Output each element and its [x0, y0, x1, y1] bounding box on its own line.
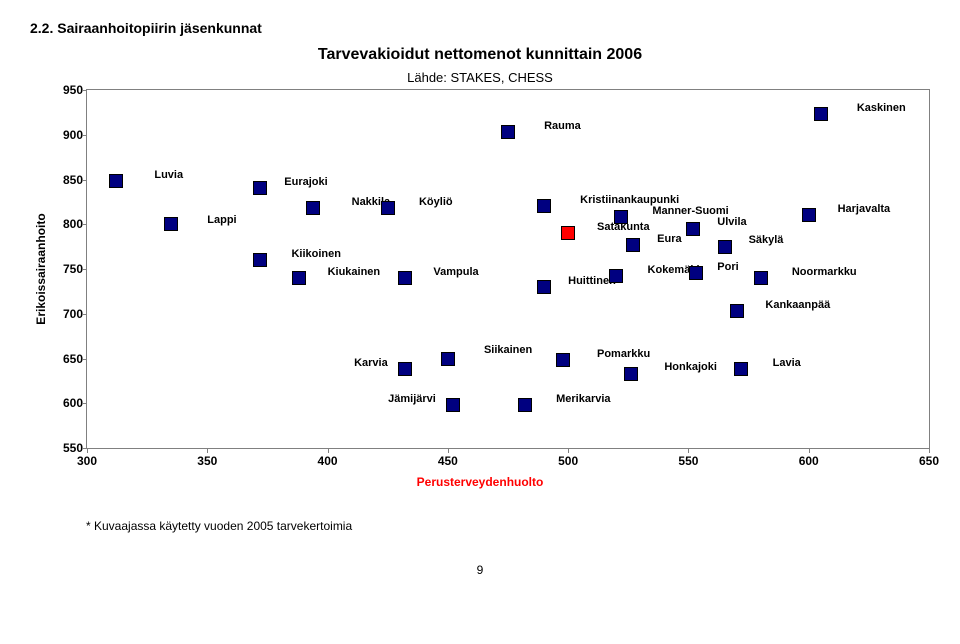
data-point-label: Noormarkku — [792, 266, 857, 278]
data-point — [446, 398, 460, 412]
data-point — [626, 238, 640, 252]
data-point — [730, 304, 744, 318]
data-point — [253, 181, 267, 195]
y-tick-label: 850 — [43, 173, 83, 187]
data-point — [164, 217, 178, 231]
y-tick-label: 650 — [43, 352, 83, 366]
data-point-label: Lappi — [207, 214, 236, 226]
x-tick-mark — [688, 448, 689, 453]
data-point-label: Pomarkku — [597, 348, 650, 360]
y-tick-label: 700 — [43, 307, 83, 321]
x-tick-label: 650 — [919, 454, 939, 468]
chart-subtitle: Lähde: STAKES, CHESS — [30, 70, 930, 85]
x-tick-mark — [809, 448, 810, 453]
data-point-label: Luvia — [154, 169, 183, 181]
data-point-label: Säkylä — [749, 234, 784, 246]
y-tick-mark — [82, 90, 87, 91]
data-point — [292, 271, 306, 285]
data-point — [537, 280, 551, 294]
x-tick-label: 350 — [197, 454, 217, 468]
data-point — [689, 266, 703, 280]
data-point — [814, 107, 828, 121]
x-tick-mark — [929, 448, 930, 453]
data-point-label: Eurajoki — [284, 176, 327, 188]
y-tick-mark — [82, 180, 87, 181]
data-point-label: Kaskinen — [857, 102, 906, 114]
data-point-label: Karvia — [354, 357, 388, 369]
data-point-label: Rauma — [544, 120, 581, 132]
data-point — [518, 398, 532, 412]
x-tick-label: 550 — [678, 454, 698, 468]
data-point — [561, 226, 575, 240]
x-tick-mark — [448, 448, 449, 453]
section-heading: 2.2. Sairaanhoitopiirin jäsenkunnat — [30, 20, 930, 36]
data-point-label: Pori — [717, 261, 738, 273]
data-point-label: Köyliö — [419, 196, 453, 208]
data-point — [441, 352, 455, 366]
data-point-label: Jämijärvi — [388, 393, 436, 405]
data-point — [556, 353, 570, 367]
data-point — [537, 199, 551, 213]
y-tick-mark — [82, 135, 87, 136]
x-tick-mark — [207, 448, 208, 453]
data-point — [718, 240, 732, 254]
x-tick-mark — [328, 448, 329, 453]
chart-wrapper: Erikoissairaanhoito LuviaLappiEurajokiNa… — [30, 89, 930, 489]
x-tick-label: 600 — [799, 454, 819, 468]
data-point — [109, 174, 123, 188]
data-point-label: Vampula — [433, 266, 478, 278]
data-point-label: Honkajoki — [664, 361, 717, 373]
x-tick-label: 300 — [77, 454, 97, 468]
data-point — [253, 253, 267, 267]
data-point — [734, 362, 748, 376]
plot-region: LuviaLappiEurajokiNakkilaKiikoinenKiukai… — [87, 90, 929, 448]
y-tick-label: 800 — [43, 217, 83, 231]
data-point-label: Lavia — [773, 357, 801, 369]
chart-title: Tarvevakioidut nettomenot kunnittain 200… — [30, 46, 930, 64]
data-point — [614, 210, 628, 224]
x-tick-mark — [568, 448, 569, 453]
data-point — [624, 367, 638, 381]
data-point — [686, 222, 700, 236]
data-point-label: Siikainen — [484, 344, 532, 356]
data-point — [501, 125, 515, 139]
y-tick-label: 750 — [43, 262, 83, 276]
x-tick-label: 500 — [558, 454, 578, 468]
x-tick-label: 400 — [318, 454, 338, 468]
y-tick-label: 600 — [43, 396, 83, 410]
data-point — [609, 269, 623, 283]
data-point-label: Merikarvia — [556, 393, 610, 405]
y-tick-mark — [82, 269, 87, 270]
footnote: * Kuvaajassa käytetty vuoden 2005 tarvek… — [86, 519, 930, 533]
data-point-label: Ulvila — [717, 216, 746, 228]
data-point-label: Kiukainen — [328, 266, 381, 278]
y-tick-mark — [82, 359, 87, 360]
chart-area: Erikoissairaanhoito LuviaLappiEurajokiNa… — [86, 89, 930, 449]
data-point-label: Eura — [657, 233, 681, 245]
x-tick-mark — [87, 448, 88, 453]
y-tick-mark — [82, 314, 87, 315]
data-point — [398, 271, 412, 285]
data-point-label: Kiikoinen — [291, 248, 341, 260]
data-point — [398, 362, 412, 376]
y-tick-label: 950 — [43, 83, 83, 97]
data-point — [802, 208, 816, 222]
page-number: 9 — [30, 563, 930, 577]
x-axis-label: Perusterveydenhuolto — [30, 475, 930, 489]
data-point — [306, 201, 320, 215]
data-point-label: Manner-Suomi — [652, 205, 728, 217]
data-point — [754, 271, 768, 285]
data-point-label: Kankaanpää — [765, 299, 830, 311]
y-tick-mark — [82, 224, 87, 225]
y-tick-label: 550 — [43, 441, 83, 455]
y-tick-mark — [82, 403, 87, 404]
data-point-label: Harjavalta — [838, 203, 891, 215]
x-tick-label: 450 — [438, 454, 458, 468]
data-point — [381, 201, 395, 215]
y-tick-label: 900 — [43, 128, 83, 142]
